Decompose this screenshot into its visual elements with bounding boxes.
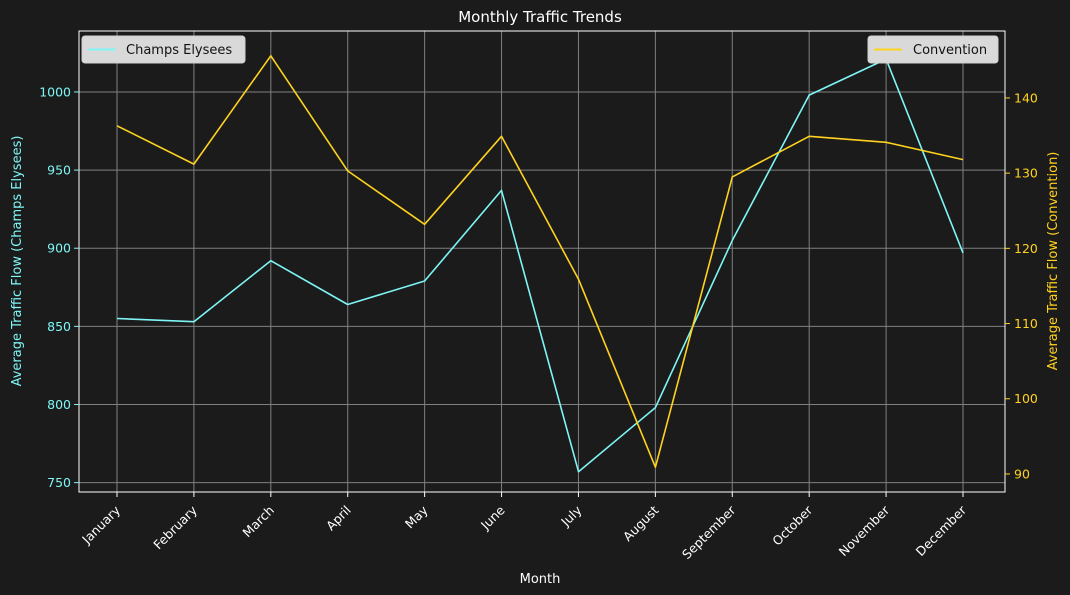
y-axis-left: 750 800 850 900 950 1000 <box>39 84 79 490</box>
legend-convention: Convention <box>867 35 999 64</box>
y-right-tick-label: 90 <box>1014 466 1030 481</box>
y-left-tick-label: 800 <box>47 397 71 412</box>
grid-lines <box>79 31 1005 492</box>
plot-frame <box>78 30 1006 493</box>
x-axis-label: Month <box>520 572 561 587</box>
chart-title: Monthly Traffic Trends <box>458 8 622 26</box>
y-left-tick-label: 900 <box>47 241 71 256</box>
y-left-tick-label: 950 <box>47 163 71 178</box>
y-left-tick-label: 750 <box>47 475 71 490</box>
y-axis-right-label: Average Traffic Flow (Convention) <box>1046 152 1061 371</box>
y-right-tick-label: 130 <box>1014 166 1038 181</box>
y-right-tick-label: 140 <box>1014 90 1038 105</box>
legend-label-champs-elysees: Champs Elysees <box>126 43 232 58</box>
y-axis-left-label: Average Traffic Flow (Champs Elysees) <box>10 136 25 387</box>
legend-box <box>867 35 999 64</box>
legend-champs-elysees: Champs Elysees <box>81 35 246 64</box>
y-right-tick-label: 110 <box>1014 316 1038 331</box>
series-line-convention <box>116 54 964 469</box>
y-right-tick-label: 100 <box>1014 391 1038 406</box>
y-axis-right: 90 100 110 120 130 140 <box>1005 90 1038 481</box>
series-line-champs-elysees <box>116 58 964 473</box>
legend-box <box>81 35 246 64</box>
series-layer <box>116 54 964 473</box>
y-left-tick-label: 850 <box>47 319 71 334</box>
y-right-tick-label: 120 <box>1014 241 1038 256</box>
legend-label-convention: Convention <box>913 43 987 58</box>
y-left-tick-label: 1000 <box>39 84 71 99</box>
